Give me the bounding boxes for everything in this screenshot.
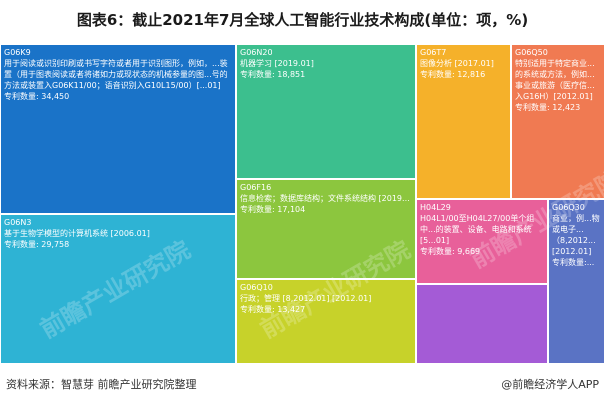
tile-count: 专利数量:... xyxy=(552,258,595,267)
treemap-tile-g06q50: G06Q50 特别适用于特定商业...的系统或方法，例如...事业或旅游（医疗信.… xyxy=(511,44,605,199)
tile-description: 基于生物学模型的计算机系统 [2006.01] xyxy=(4,229,150,238)
tile-count: 专利数量: 18,851 xyxy=(240,70,306,79)
tile-code: G06Q30 xyxy=(552,203,585,212)
tile-code: G06Q10 xyxy=(240,283,273,292)
treemap-tile-g06k9: G06K9 用于阅读或识别印刷或书写字符或者用于识别图形，例如，...装置（用于图… xyxy=(0,44,236,214)
tile-count: 专利数量: 29,758 xyxy=(4,240,70,249)
treemap: G06K9 用于阅读或识别印刷或书写字符或者用于识别图形，例如，...装置（用于图… xyxy=(0,44,605,364)
tile-code: G06T7 xyxy=(420,48,447,57)
tile-code: G06F16 xyxy=(240,183,272,192)
tile-count: 专利数量: 13,427 xyxy=(240,305,306,314)
tile-code: G06N20 xyxy=(240,48,273,57)
treemap-tile-g06q10: G06Q10 行政；管理 [8,2012.01] [2012.01] 专利数量: 1… xyxy=(236,279,416,364)
tile-count: 专利数量: 12,816 xyxy=(420,70,486,79)
treemap-tile-g06t7: G06T7 图像分析 [2017.01] 专利数量: 12,816 xyxy=(416,44,511,199)
source-note: 资料来源：智慧芽 前瞻产业研究院整理 xyxy=(6,378,197,391)
tile-description: 特别适用于特定商业...的系统或方法，例如...事业或旅游（医疗信...入G16… xyxy=(515,59,595,101)
treemap-tile-g06n3: G06N3 基于生物学模型的计算机系统 [2006.01] 专利数量: 29,758 xyxy=(0,214,236,364)
tile-code: H04L29 xyxy=(420,203,451,212)
treemap-tile-h04l29: H04L29 H04L1/00至H04L27/00单个组中...的装置、设备、电路… xyxy=(416,199,548,284)
tile-description: 信息检索；数据库结构；文件系统结构 [2019... xyxy=(240,194,410,203)
chart-title: 图表6：截止2021年7月全球人工智能行业技术构成(单位：项，%) xyxy=(76,11,529,29)
tile-description: H04L1/00至H04L27/00单个组中...的装置、设备、电路和系统 [5… xyxy=(420,214,535,245)
tile-count: 专利数量: 17,104 xyxy=(240,205,306,214)
tile-code: G06K9 xyxy=(4,48,31,57)
tile-code: G06Q50 xyxy=(515,48,548,57)
tile-code: G06N3 xyxy=(4,218,32,227)
tile-count: 专利数量: 9,669 xyxy=(420,247,481,256)
tile-description: 用于阅读或识别印刷或书写字符或者用于识别图形，例如，...装置（用于图表阅读或者… xyxy=(4,59,228,90)
treemap-tile-untitled-purple xyxy=(416,284,548,364)
tile-description: 图像分析 [2017.01] xyxy=(420,59,494,68)
treemap-tile-g06f16: G06F16 信息检索；数据库结构；文件系统结构 [2019... 专利数量: 17… xyxy=(236,179,416,279)
tile-description: 机器学习 [2019.01] xyxy=(240,59,314,68)
tile-description: 行政；管理 [8,2012.01] [2012.01] xyxy=(240,294,372,303)
brand-label: @前瞻经济学人APP xyxy=(501,378,599,391)
tile-count: 专利数量: 34,450 xyxy=(4,92,70,101)
treemap-tile-g06q30: G06Q30 商业，例...物或电子...（8,2012...[2012.01] 专… xyxy=(548,199,605,364)
treemap-tile-g06n20: G06N20 机器学习 [2019.01] 专利数量: 18,851 xyxy=(236,44,416,179)
tile-description: 商业，例...物或电子...（8,2012...[2012.01] xyxy=(552,214,600,256)
tile-count: 专利数量: 12,423 xyxy=(515,103,581,112)
